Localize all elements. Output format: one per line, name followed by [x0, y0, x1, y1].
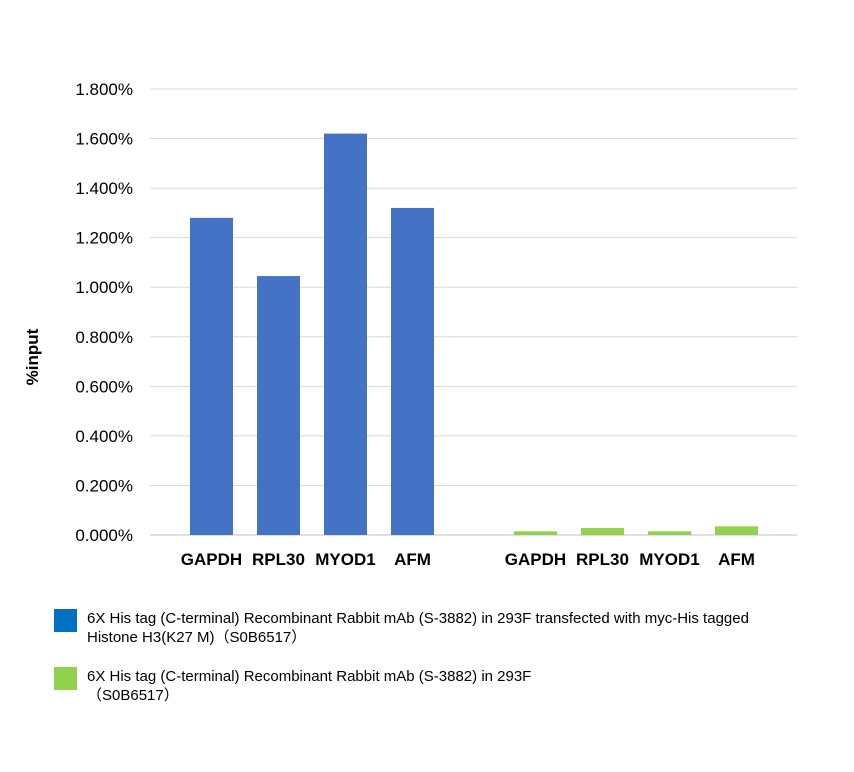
y-tick-label: 0.400% [75, 427, 133, 446]
bar-afm-group-2 [715, 526, 758, 535]
bar-myod1-group-2 [648, 531, 691, 535]
y-tick-label: 0.800% [75, 328, 133, 347]
y-tick-label: 0.200% [75, 476, 133, 495]
y-tick-label: 1.000% [75, 278, 133, 297]
x-category-label: GAPDH [181, 550, 242, 569]
gridlines [150, 88, 797, 536]
x-category-label: MYOD1 [639, 550, 699, 569]
chart: 0.000% 0.200% 0.400% 0.600% 0.800% 1.000% 1.20… [23, 80, 797, 569]
y-tick-label: 0.600% [75, 377, 133, 396]
legend-swatch-series-2 [54, 667, 77, 690]
legend-label-series-1: 6X His tag (C-terminal) Recombinant Rabb… [87, 610, 749, 646]
x-category-label: AFM [718, 550, 755, 569]
bar-rpl30-group-1 [257, 276, 300, 535]
x-category-label: MYOD1 [315, 550, 375, 569]
x-category-label: AFM [394, 550, 431, 569]
legend-item-series-2: 6X His tag (C-terminal) Recombinant Rabb… [54, 667, 847, 705]
y-axis-ticks: 0.000% 0.200% 0.400% 0.600% 0.800% 1.000% 1.20… [75, 80, 133, 545]
y-tick-label: 1.600% [75, 130, 133, 149]
bars [190, 133, 758, 535]
legend-label-series-2: 6X His tag (C-terminal) Recombinant Rabb… [87, 668, 532, 704]
bar-rpl30-group-2 [581, 528, 624, 535]
y-tick-label: 1.400% [75, 179, 133, 198]
bar-gapdh-group-2 [514, 531, 557, 535]
x-category-label: RPL30 [576, 550, 629, 569]
x-category-label: GAPDH [505, 550, 566, 569]
legend-item-series-1: 6X His tag (C-terminal) Recombinant Rabb… [54, 609, 847, 647]
y-tick-label: 1.800% [75, 80, 133, 99]
bar-myod1-group-1 [324, 133, 367, 535]
y-axis-label: %input [23, 328, 42, 385]
legend-swatch-series-1 [54, 609, 77, 632]
y-tick-label: 0.000% [75, 526, 133, 545]
x-category-label: RPL30 [252, 550, 305, 569]
bar-afm-group-1 [391, 207, 434, 535]
x-axis-categories: GAPDH RPL30 MYOD1 AFM GAPDH RPL30 MYOD1 AFM [181, 550, 755, 569]
y-tick-label: 1.200% [75, 229, 133, 248]
bar-gapdh-group-1 [190, 217, 233, 535]
